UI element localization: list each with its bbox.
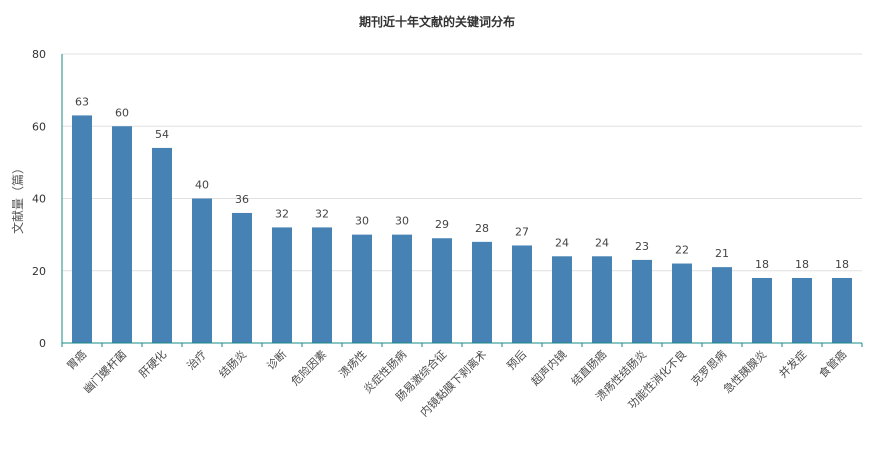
- y-tick-label: 60: [32, 120, 46, 133]
- bars: [72, 115, 852, 343]
- data-label: 36: [235, 193, 249, 206]
- y-tick-label: 80: [32, 48, 46, 61]
- data-labels: 63 60 54 40 36 32 32 30 30 29 28 27 24 24 23 22 21 18 18 18: [75, 95, 849, 271]
- bar: [72, 115, 92, 343]
- data-label: 60: [115, 106, 129, 119]
- data-label: 23: [635, 240, 649, 253]
- bar: [792, 277, 812, 343]
- bar: [752, 277, 772, 343]
- data-label: 18: [795, 258, 809, 271]
- data-label: 30: [355, 215, 369, 228]
- x-tick-label: 克罗恩病: [688, 347, 729, 388]
- x-tick-label: 超声内镜: [528, 347, 569, 388]
- bar: [272, 227, 292, 343]
- bar: [192, 198, 212, 343]
- bar: [432, 238, 452, 343]
- data-label: 32: [275, 207, 289, 220]
- data-label: 21: [715, 247, 729, 260]
- bar: [392, 234, 412, 343]
- bar: [352, 234, 372, 343]
- data-label: 63: [75, 95, 89, 108]
- chart-title: 期刊近十年文献的关键词分布: [359, 14, 515, 29]
- data-label: 18: [835, 258, 849, 271]
- bar: [632, 259, 652, 343]
- y-axis-label: 文献量（篇）: [10, 162, 25, 234]
- x-tick-label: 危险因素: [288, 347, 329, 388]
- x-tick-label: 诊断: [264, 347, 289, 372]
- data-label: 32: [315, 207, 329, 220]
- x-tick-label: 食管癌: [816, 347, 849, 380]
- bar: [472, 241, 492, 343]
- data-label: 24: [555, 236, 569, 249]
- bar: [152, 147, 172, 343]
- data-label: 27: [515, 225, 529, 238]
- x-tick-label: 并发症: [776, 347, 809, 380]
- bar: [552, 256, 572, 343]
- axes: [61, 54, 863, 347]
- x-tick-label: 治疗: [184, 347, 209, 372]
- y-tick-label: 20: [32, 265, 46, 278]
- data-label: 18: [755, 258, 769, 271]
- bar: [712, 267, 732, 343]
- bar: [592, 256, 612, 343]
- x-tick-label: 胃癌: [64, 347, 89, 372]
- x-tick-label: 结肠炎: [217, 348, 250, 381]
- x-tick-label: 预后: [504, 348, 529, 373]
- data-label: 54: [155, 128, 169, 141]
- data-label: 40: [195, 179, 209, 192]
- bar: [512, 245, 532, 343]
- y-tick-label: 40: [32, 193, 46, 206]
- data-label: 29: [435, 218, 449, 231]
- x-tick-label: 幽门螺杆菌: [80, 347, 129, 396]
- data-label: 24: [595, 236, 609, 249]
- y-ticks: 0 20 40 60 80: [32, 48, 46, 350]
- y-tick-label: 0: [39, 337, 46, 350]
- data-label: 28: [475, 222, 489, 235]
- x-tick-label: 内镜黏膜下剥离术: [417, 347, 489, 419]
- bar: [312, 227, 332, 343]
- bar: [232, 212, 252, 343]
- x-tick-label: 结直肠癌: [568, 347, 609, 388]
- bar: [832, 277, 852, 343]
- x-tick-label: 急性胰腺炎: [720, 347, 769, 396]
- bar: [672, 263, 692, 343]
- data-label: 22: [675, 244, 689, 257]
- x-tick-label: 溃疡性: [336, 347, 369, 380]
- data-label: 30: [395, 215, 409, 228]
- bar: [112, 126, 132, 343]
- gridlines: [62, 53, 862, 272]
- x-tick-label: 肝硬化: [136, 347, 169, 380]
